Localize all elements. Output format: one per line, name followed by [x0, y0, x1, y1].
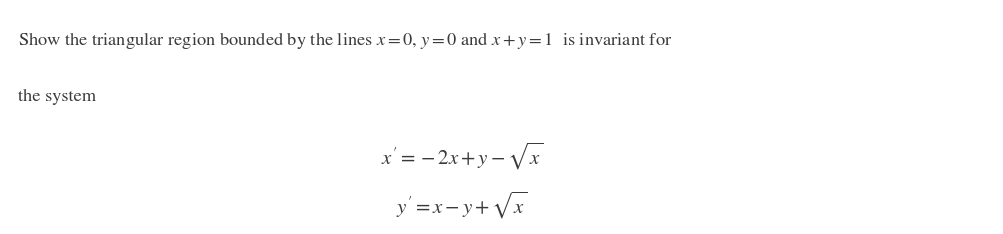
Text: $x' = -2x + y - \sqrt{x}$: $x' = -2x + y - \sqrt{x}$ — [380, 141, 543, 172]
Text: Show the triangular region bounded by the lines $x = 0$, $y = 0$ and $x + y = 1$: Show the triangular region bounded by th… — [18, 30, 672, 51]
Text: the system: the system — [18, 89, 96, 105]
Text: $y' = x - y + \sqrt{x}$: $y' = x - y + \sqrt{x}$ — [396, 190, 527, 222]
